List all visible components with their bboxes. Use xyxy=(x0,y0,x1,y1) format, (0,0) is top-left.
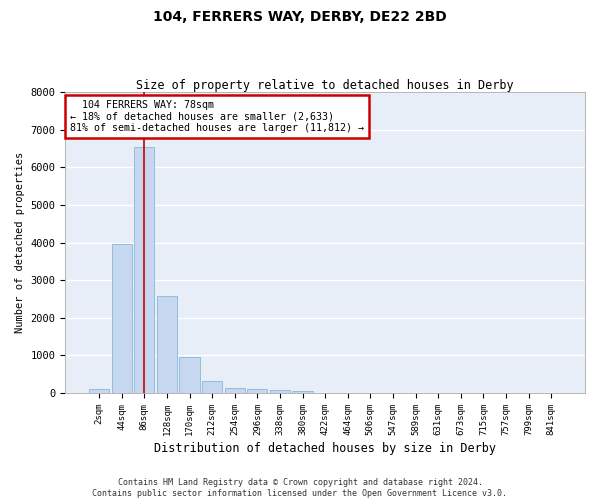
Title: Size of property relative to detached houses in Derby: Size of property relative to detached ho… xyxy=(136,79,514,92)
Bar xyxy=(89,390,109,393)
Text: 104 FERRERS WAY: 78sqm
← 18% of detached houses are smaller (2,633)
81% of semi-: 104 FERRERS WAY: 78sqm ← 18% of detached… xyxy=(70,100,364,132)
Y-axis label: Number of detached properties: Number of detached properties xyxy=(15,152,25,333)
Bar xyxy=(157,296,177,393)
Bar xyxy=(247,389,268,393)
Text: Contains HM Land Registry data © Crown copyright and database right 2024.
Contai: Contains HM Land Registry data © Crown c… xyxy=(92,478,508,498)
Bar xyxy=(224,388,245,393)
Bar xyxy=(134,146,154,393)
Bar xyxy=(270,390,290,393)
Bar xyxy=(179,358,200,393)
Bar xyxy=(112,244,132,393)
Text: 104, FERRERS WAY, DERBY, DE22 2BD: 104, FERRERS WAY, DERBY, DE22 2BD xyxy=(153,10,447,24)
Bar xyxy=(202,381,222,393)
Bar xyxy=(292,391,313,393)
X-axis label: Distribution of detached houses by size in Derby: Distribution of detached houses by size … xyxy=(154,442,496,455)
